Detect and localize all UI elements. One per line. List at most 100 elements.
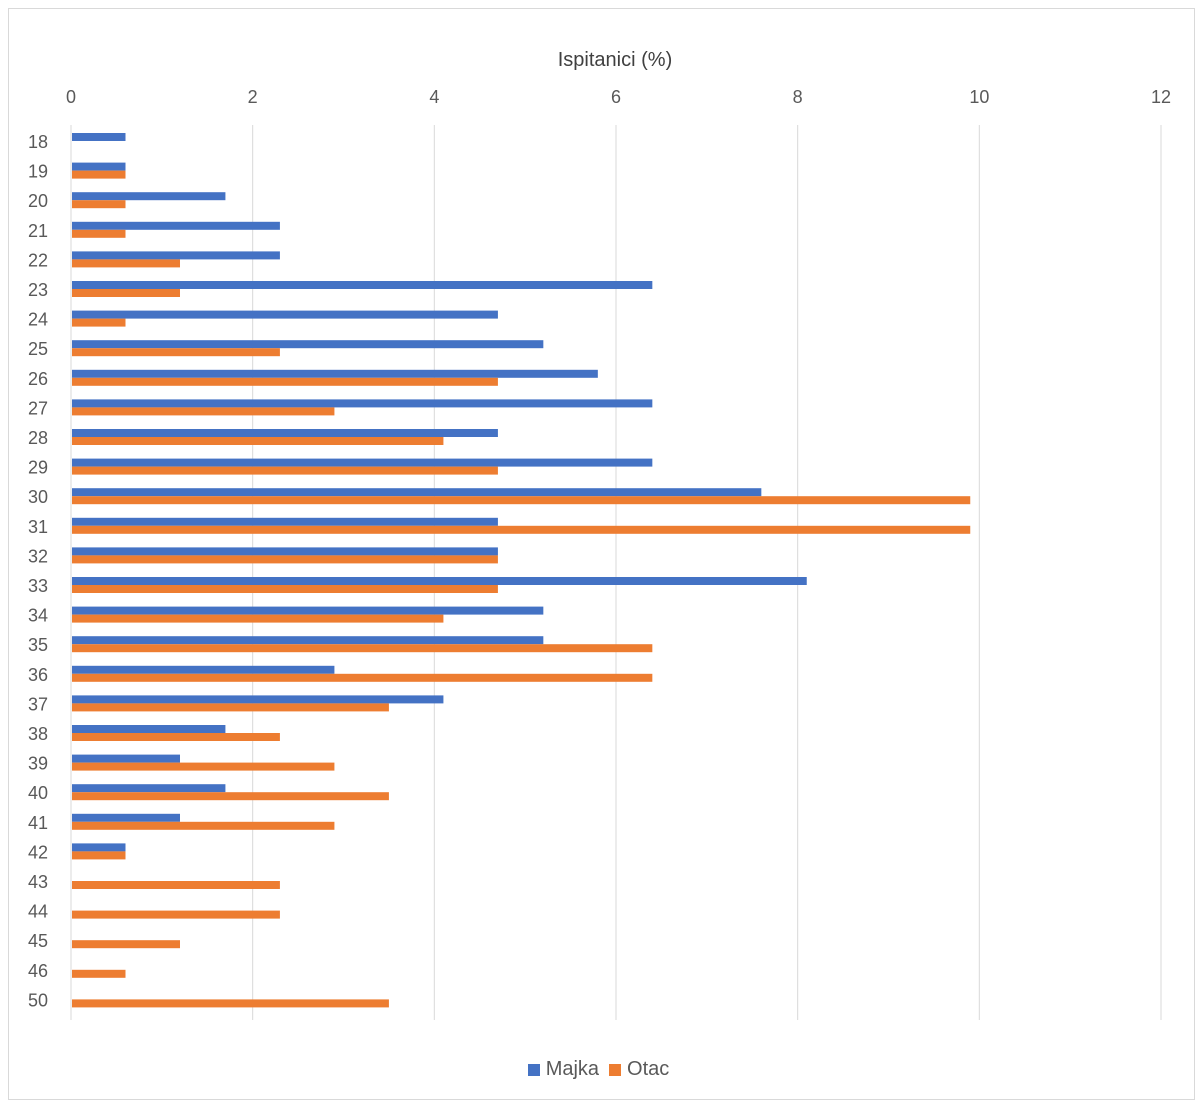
bar-majka (72, 665, 335, 674)
x-tick-label: 2 (248, 87, 258, 107)
category-label: 43 (28, 872, 48, 892)
legend-swatch-majka (527, 1063, 540, 1076)
bar-otac (72, 585, 498, 593)
category-label: 29 (28, 458, 48, 478)
category-label: 38 (28, 724, 48, 744)
bar-otac (72, 407, 335, 416)
bar-otac (72, 555, 498, 564)
bar-majka (72, 813, 180, 822)
bar-majka (72, 133, 126, 141)
category-label: 31 (28, 517, 48, 537)
bar-majka (72, 725, 226, 733)
category-label: 22 (28, 250, 48, 270)
bar-otac (72, 969, 126, 978)
bar-otac (72, 999, 389, 1008)
x-axis-title: Ispitanici (%) (558, 49, 672, 71)
category-label: 37 (28, 694, 48, 714)
bar-majka (72, 251, 280, 260)
category-label: 42 (28, 842, 48, 862)
category-label: 40 (28, 783, 48, 803)
bar-majka (72, 429, 498, 437)
bar-majka (72, 517, 498, 526)
category-label: 18 (28, 132, 48, 152)
bar-majka (72, 784, 226, 793)
bar-otac (72, 792, 389, 801)
x-tick-label: 10 (969, 87, 989, 107)
bar-majka (72, 399, 653, 408)
category-label: 26 (28, 369, 48, 389)
bar-majka (72, 340, 544, 349)
bar-otac (72, 170, 126, 179)
category-label: 39 (28, 754, 48, 774)
bar-otac (72, 348, 280, 357)
bar-otac (72, 525, 971, 534)
bar-otac (72, 703, 389, 712)
bar-otac (72, 940, 180, 949)
bar-otac (72, 733, 280, 741)
bar-otac (72, 200, 126, 209)
bar-majka (72, 754, 180, 763)
x-tick-label: 6 (611, 87, 621, 107)
bar-otac (72, 496, 971, 505)
category-label: 28 (28, 428, 48, 448)
bar-otac (72, 644, 653, 653)
x-tick-label: 12 (1151, 87, 1171, 107)
bar-otac (72, 437, 444, 445)
bar-otac (72, 762, 335, 771)
category-label: 34 (28, 606, 48, 626)
bar-otac (72, 229, 126, 238)
category-label: 35 (28, 635, 48, 655)
bar-majka (72, 458, 653, 467)
category-label: 30 (28, 487, 48, 507)
x-tick-labels: 0 2 4 6 8 10 12 (66, 87, 1171, 107)
bar-otac (72, 289, 180, 297)
bar-majka (72, 636, 544, 645)
bar-otac (72, 318, 126, 327)
bar-majka (72, 843, 126, 852)
category-label: 33 (28, 576, 48, 596)
category-label: 41 (28, 813, 48, 833)
legend-swatch-otac (609, 1063, 622, 1076)
bar-otac (72, 910, 280, 919)
legend-label-otac: Otac (627, 1058, 670, 1080)
category-label: 50 (28, 990, 48, 1010)
bar-otac (72, 821, 335, 830)
bar-otac (72, 259, 180, 268)
category-label: 21 (28, 221, 48, 241)
bar-otac (72, 673, 653, 682)
gridlines (70, 125, 1162, 1020)
legend-item-otac: Otac (609, 1058, 669, 1081)
category-label: 32 (28, 546, 48, 566)
category-label: 23 (28, 280, 48, 300)
bar-otac (72, 614, 444, 623)
bar-majka (72, 281, 653, 289)
bar-otac (72, 377, 498, 386)
bar-otac (72, 881, 280, 889)
bar-majka (72, 488, 762, 497)
category-label: 25 (28, 339, 48, 359)
bar-otac (72, 851, 126, 860)
category-label: 27 (28, 398, 48, 418)
category-label: 44 (28, 902, 48, 922)
x-tick-label: 0 (66, 87, 76, 107)
category-label: 24 (28, 310, 48, 330)
category-label: 20 (28, 191, 48, 211)
bar-otac (72, 466, 498, 475)
category-label: 36 (28, 665, 48, 685)
bar-majka (72, 221, 280, 230)
legend-item-majka: Majka (527, 1058, 600, 1081)
bar-majka (72, 192, 226, 201)
bar-majka (72, 695, 444, 704)
bar-majka (72, 606, 544, 615)
bars (72, 133, 971, 1008)
category-label: 46 (28, 961, 48, 981)
bar-majka (72, 162, 126, 171)
bar-majka (72, 369, 598, 378)
bar-majka (72, 310, 498, 319)
category-label: 45 (28, 931, 48, 951)
category-labels: 18 19 20 21 22 23 24 25 26 27 28 29 30 31 32 33 34 35 36 37… (28, 132, 48, 1010)
x-tick-label: 4 (429, 87, 439, 107)
category-label: 19 (28, 162, 48, 182)
legend-label-majka: Majka (545, 1058, 600, 1080)
